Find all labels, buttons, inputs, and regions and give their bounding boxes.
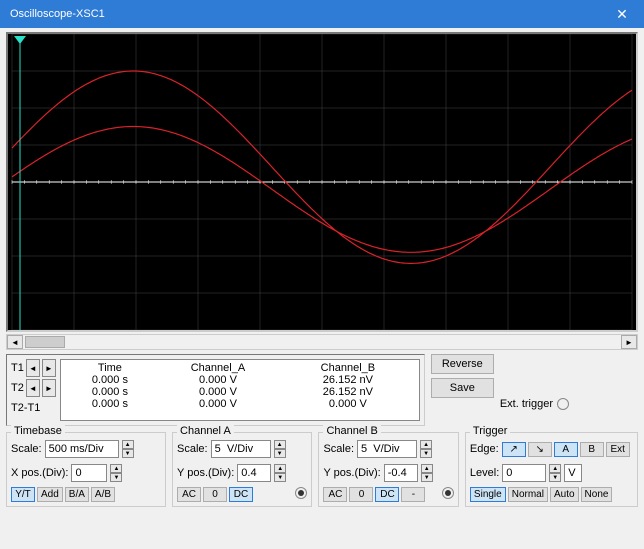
tb-mode-a/b[interactable]: A/B [91,487,115,502]
edge-btn-4[interactable]: Ext [606,442,630,457]
tb-xpos-spinner[interactable]: ▲▼ [110,464,122,482]
save-button[interactable]: Save [431,378,494,398]
timebase-group: Timebase Scale: ▲▼ X pos.(Div): ▲▼ Y/TAd… [6,432,166,507]
t1-left-button[interactable]: ◄ [26,359,40,377]
tb-scale-input[interactable] [45,440,119,458]
level-spinner[interactable]: ▲▼ [549,464,561,482]
chb-enable-radio[interactable] [442,487,454,499]
cha-coupling-0[interactable]: 0 [203,487,227,502]
chb-ypos-spinner[interactable]: ▲▼ [421,464,433,482]
t2-left-button[interactable]: ◄ [26,379,40,397]
tb-mode-b/a[interactable]: B/A [65,487,89,502]
edge-btn-1[interactable]: ↘ [528,442,552,457]
chb-coupling--[interactable]: - [401,487,425,502]
tb-xpos-label: X pos.(Div): [11,467,68,479]
tb-xpos-input[interactable] [71,464,107,482]
t2-label: T2 [11,382,24,394]
t2t1-label: T2-T1 [11,402,40,414]
cha-coupling-ac[interactable]: AC [177,487,201,502]
scroll-left-button[interactable]: ◄ [7,335,23,349]
chb-scale-input[interactable] [357,440,417,458]
edge-btn-3[interactable]: B [580,442,604,457]
t2-right-button[interactable]: ► [42,379,56,397]
cha-scale-spinner[interactable]: ▲▼ [274,440,286,458]
content: ◄ ► T1 ◄ ► T2 ◄ ► T2-T1 TimeChannel_ACha… [0,28,644,513]
scope-display [6,32,638,332]
cursor-panel: T1 ◄ ► T2 ◄ ► T2-T1 TimeChannel_AChannel… [6,354,425,426]
chb-scale-spinner[interactable]: ▲▼ [420,440,432,458]
cha-ypos-label: Y pos.(Div): [177,467,234,479]
chb-coupling-ac[interactable]: AC [323,487,347,502]
edge-btn-2[interactable]: A [554,442,578,457]
cha-coupling-dc[interactable]: DC [229,487,253,502]
ext-trigger-radio[interactable] [557,398,569,410]
trig-mode-none[interactable]: None [581,487,613,502]
trig-mode-auto[interactable]: Auto [550,487,579,502]
cursor-readout: TimeChannel_AChannel_B0.000 s0.000 V26.1… [60,359,420,421]
close-button[interactable]: ✕ [600,0,644,28]
reverse-button[interactable]: Reverse [431,354,494,374]
cha-ypos-input[interactable] [237,464,271,482]
chb-coupling-dc[interactable]: DC [375,487,399,502]
chb-scale-label: Scale: [323,443,354,455]
window-title: Oscilloscope-XSC1 [10,8,105,20]
chb-ypos-label: Y pos.(Div): [323,467,380,479]
scope-svg [8,34,636,330]
scroll-thumb[interactable] [25,336,65,348]
trig-mode-single[interactable]: Single [470,487,506,502]
tb-mode-add[interactable]: Add [37,487,63,502]
t1-label: T1 [11,362,24,374]
trigger-group: Trigger Edge: ↗↘ABExt Level: ▲▼ SingleNo… [465,432,638,507]
level-unit[interactable] [564,464,582,482]
trigger-title: Trigger [470,425,510,437]
tb-scale-spinner[interactable]: ▲▼ [122,440,134,458]
ext-trigger-label: Ext. trigger [500,398,553,410]
level-input[interactable] [502,464,546,482]
chb-title: Channel B [323,425,380,437]
ext-trigger-row: Ext. trigger [500,382,569,426]
edge-label: Edge: [470,443,499,455]
channel-a-group: Channel A Scale: ▲▼ Y pos.(Div): ▲▼ AC0D… [172,432,312,507]
cha-title: Channel A [177,425,234,437]
timebase-title: Timebase [11,425,65,437]
chb-ypos-input[interactable] [384,464,418,482]
chb-coupling-0[interactable]: 0 [349,487,373,502]
tb-scale-label: Scale: [11,443,42,455]
cha-scale-label: Scale: [177,443,208,455]
trig-mode-normal[interactable]: Normal [508,487,548,502]
cha-enable-radio[interactable] [295,487,307,499]
level-label: Level: [470,467,499,479]
cha-scale-input[interactable] [211,440,271,458]
t1-right-button[interactable]: ► [42,359,56,377]
channel-b-group: Channel B Scale: ▲▼ Y pos.(Div): ▲▼ AC0D… [318,432,458,507]
tb-mode-y/t[interactable]: Y/T [11,487,35,502]
edge-btn-0[interactable]: ↗ [502,442,526,457]
horizontal-scrollbar[interactable]: ◄ ► [6,334,638,350]
scroll-right-button[interactable]: ► [621,335,637,349]
cha-ypos-spinner[interactable]: ▲▼ [274,464,286,482]
titlebar: Oscilloscope-XSC1 ✕ [0,0,644,28]
